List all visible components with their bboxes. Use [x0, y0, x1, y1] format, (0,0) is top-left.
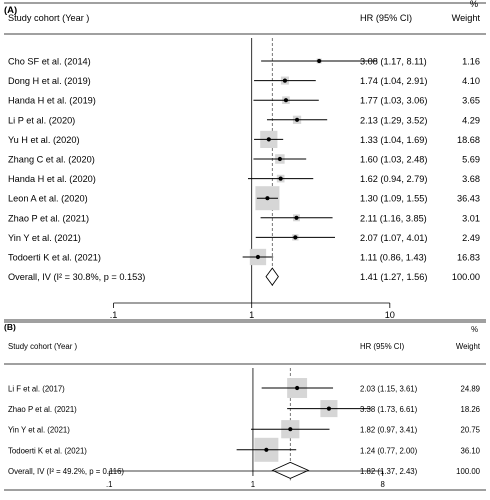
- panel-a-hr-text: 2.11 (1.16, 3.85): [360, 213, 427, 223]
- panel-a-point-estimate: [294, 215, 299, 220]
- panel-b-point-estimate: [288, 427, 293, 432]
- panel-a-study-label: Todoerti K et al. (2021): [8, 253, 101, 263]
- panel-a-point-estimate: [283, 98, 289, 103]
- panel-b-weight-text: 36.10: [460, 446, 480, 455]
- panel-a-point-estimate: [294, 117, 300, 122]
- panel-b-weight-unit: %: [471, 325, 478, 334]
- panel-a-point-estimate: [277, 156, 282, 162]
- panel-a-hr-text: 1.11 (0.86, 1.43): [360, 253, 427, 263]
- panel-b-weight-text: 24.89: [460, 385, 480, 394]
- panel-b-point-estimate: [264, 447, 269, 452]
- panel-a-label: (A): [4, 5, 17, 16]
- panel-a-overall-weight-text: 100.00: [452, 272, 480, 282]
- panel-a-overall-label: Overall, IV (I² = 30.8%, p = 0.153): [8, 272, 145, 282]
- panel-b-study-label: Zhao P et al. (2021): [8, 405, 77, 414]
- panel-a-overall-hr-text: 1.41 (1.27, 1.56): [360, 272, 427, 282]
- panel-a-hr-text: 1.62 (0.94, 2.79): [360, 174, 427, 184]
- panel-a-weight-text: 36.43: [457, 194, 480, 204]
- panel-b-study-label: Yin Y et al. (2021): [8, 426, 70, 435]
- panel-a-study-label: Handa H et al. (2019): [8, 96, 96, 106]
- panel-a-study-label: Handa H et al. (2020): [8, 174, 96, 184]
- panel-a-col-weight: Weight: [452, 13, 481, 23]
- panel-a-hr-text: 1.30 (1.09, 1.55): [360, 194, 427, 204]
- panel-a-point-estimate: [278, 176, 283, 181]
- panel-a-point-estimate: [293, 235, 298, 240]
- panel-b-weight-text: 18.26: [460, 405, 480, 414]
- panel-a-x-tick-label: 10: [385, 310, 395, 320]
- panel-a-weight-text: 1.16: [462, 57, 480, 67]
- panel-a-study-label: Li P et al. (2020): [8, 115, 75, 125]
- panel-a-x-tick-label: 1: [249, 310, 254, 320]
- panel-b-study-label: Todoerti K et al. (2021): [8, 446, 87, 455]
- panel-b-point-estimate: [326, 406, 332, 411]
- panel-a-study-label: Zhang C et al. (2020): [8, 155, 95, 165]
- panel-a-hr-text: 2.07 (1.07, 4.01): [360, 233, 427, 243]
- panel-a-study-label: Zhao P et al. (2021): [8, 213, 89, 223]
- panel-b-hr-text: 1.82 (0.97, 3.41): [360, 426, 418, 435]
- panel-b-study-label: Li F et al. (2017): [8, 385, 65, 394]
- panel-a-study-label: Yin Y et al. (2021): [8, 233, 81, 243]
- panel-a-hr-text: 1.60 (1.03, 2.48): [360, 155, 427, 165]
- panel-b-overall-weight-text: 100.00: [456, 467, 481, 476]
- panel-a-study-label: Dong H et al. (2019): [8, 76, 91, 86]
- panel-a-weight-text: 2.49: [462, 233, 480, 243]
- panel-b-weight-text: 20.75: [460, 426, 480, 435]
- panel-a-study-label: Cho SF et al. (2014): [8, 57, 91, 67]
- panel-a-weight-text: 3.65: [462, 96, 480, 106]
- panel-a-weight-text: 5.69: [462, 155, 480, 165]
- panel-a-hr-text: 1.74 (1.04, 2.91): [360, 76, 427, 86]
- panel-a-study-label: Leon A et al. (2020): [8, 194, 88, 204]
- panel-a-weight-text: 16.83: [457, 253, 480, 263]
- panel-b-col-study: Study cohort (Year ): [8, 342, 77, 351]
- panel-a-weight-text: 18.68: [457, 135, 480, 145]
- panel-a-weight-unit: %: [470, 0, 478, 9]
- panel-a-hr-text: 1.33 (1.04, 1.69): [360, 135, 427, 145]
- panel-b-point-estimate: [295, 385, 300, 391]
- panel-a-x-tick-label: .1: [110, 310, 118, 320]
- panel-a-weight-text: 4.10: [462, 76, 480, 86]
- panel-a-point-estimate: [266, 137, 271, 142]
- panel-a-col-study: Study cohort (Year ): [8, 13, 89, 23]
- panel-b-overall-diamond: [271, 461, 310, 479]
- panel-a-weight-text: 3.68: [462, 174, 480, 184]
- panel-a-overall-diamond: [265, 267, 279, 286]
- panel-b-x-tick-label: .1: [106, 480, 113, 489]
- panel-a-hr-text: 2.13 (1.29, 3.52): [360, 115, 427, 125]
- panel-b-x-tick-label: 1: [251, 480, 255, 489]
- panel-b-hr-text: 1.24 (0.77, 2.00): [360, 446, 418, 455]
- panel-b-hr-text: 3.38 (1.73, 6.61): [360, 405, 418, 414]
- panel-a-weight-text: 3.01: [462, 213, 480, 223]
- panel-a-point-estimate: [282, 78, 288, 83]
- panel-b-overall-hr-text: 1.82 (1.37, 2.43): [360, 467, 418, 476]
- panel-b-x-tick-label: 8: [381, 480, 385, 489]
- panel-a-point-estimate: [317, 58, 322, 64]
- panel-b-label: (B): [4, 322, 16, 332]
- panel-a-hr-text: 1.77 (1.03, 3.06): [360, 96, 427, 106]
- panel-a-col-hr: HR (95% CI): [360, 13, 412, 23]
- panel-a-point-estimate: [255, 254, 261, 260]
- panel-b-hr-text: 2.03 (1.15, 3.61): [360, 385, 418, 394]
- panel-b-col-weight: Weight: [456, 342, 481, 351]
- panel-a-weight-text: 4.29: [462, 115, 480, 125]
- panel-a-study-label: Yu H et al. (2020): [8, 135, 80, 145]
- panel-b-col-hr: HR (95% CI): [360, 342, 405, 351]
- panel-a-point-estimate: [265, 196, 270, 201]
- panel-a-hr-text: 3.08 (1.17, 8.11): [360, 57, 427, 67]
- panel-b-overall-label: Overall, IV (I² = 49.2%, p = 0.116): [8, 467, 124, 476]
